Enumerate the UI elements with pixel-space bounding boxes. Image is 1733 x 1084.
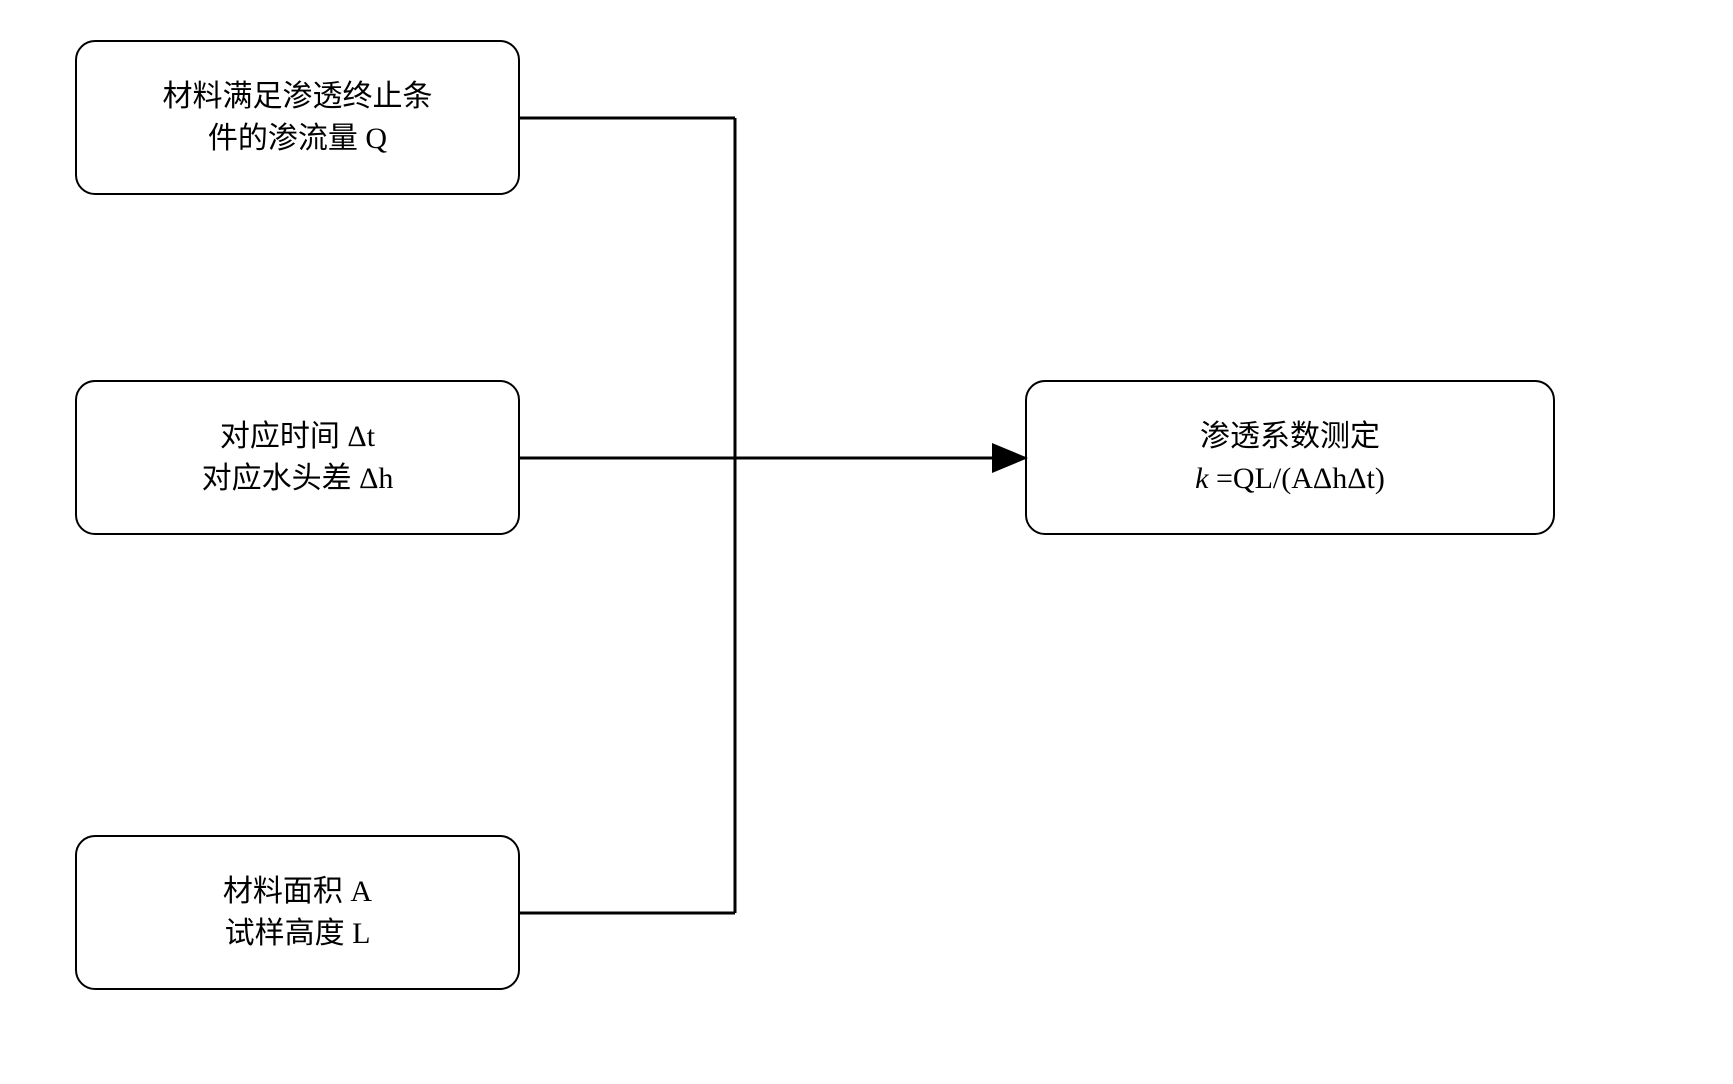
node-line: 材料满足渗透终止条	[163, 76, 433, 118]
formula-rest: =QL/(AΔhΔt)	[1209, 462, 1385, 495]
node-formula: k =QL/(AΔhΔt)	[1195, 458, 1385, 500]
node-line: 对应水头差 Δh	[202, 458, 394, 500]
node-line: 材料面积 A	[223, 871, 372, 913]
input-node-time-head: 对应时间 Δt 对应水头差 Δh	[75, 380, 520, 535]
formula-k: k	[1195, 462, 1208, 495]
output-node-permeability: 渗透系数测定 k =QL/(AΔhΔt)	[1025, 380, 1555, 535]
input-node-flow-q: 材料满足渗透终止条 件的渗流量 Q	[75, 40, 520, 195]
node-line: 对应时间 Δt	[220, 416, 375, 458]
node-title: 渗透系数测定	[1200, 416, 1380, 458]
input-node-area-height: 材料面积 A 试样高度 L	[75, 835, 520, 990]
node-line: 件的渗流量 Q	[208, 118, 387, 160]
node-line: 试样高度 L	[225, 913, 371, 955]
